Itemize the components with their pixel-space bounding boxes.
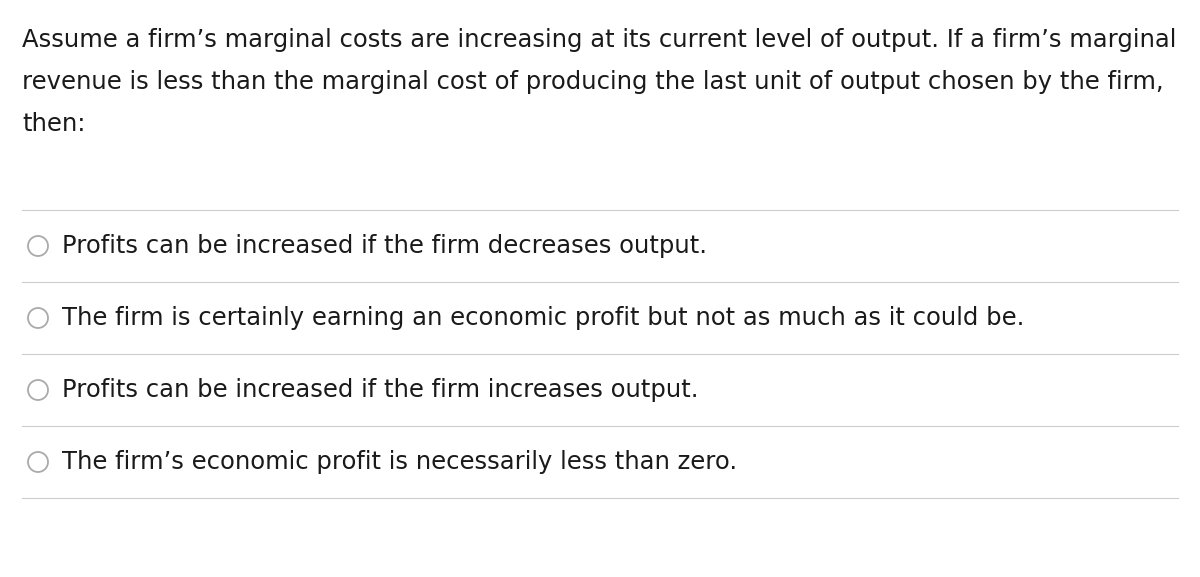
Text: The firm’s economic profit is necessarily less than zero.: The firm’s economic profit is necessaril…: [62, 450, 737, 474]
Text: Profits can be increased if the firm increases output.: Profits can be increased if the firm inc…: [62, 378, 698, 402]
Text: Assume a firm’s marginal costs are increasing at its current level of output. If: Assume a firm’s marginal costs are incre…: [22, 28, 1176, 52]
Text: then:: then:: [22, 112, 85, 136]
Text: Profits can be increased if the firm decreases output.: Profits can be increased if the firm dec…: [62, 234, 707, 258]
Text: revenue is less than the marginal cost of producing the last unit of output chos: revenue is less than the marginal cost o…: [22, 70, 1164, 94]
Text: The firm is certainly earning an economic profit but not as much as it could be.: The firm is certainly earning an economi…: [62, 306, 1025, 330]
